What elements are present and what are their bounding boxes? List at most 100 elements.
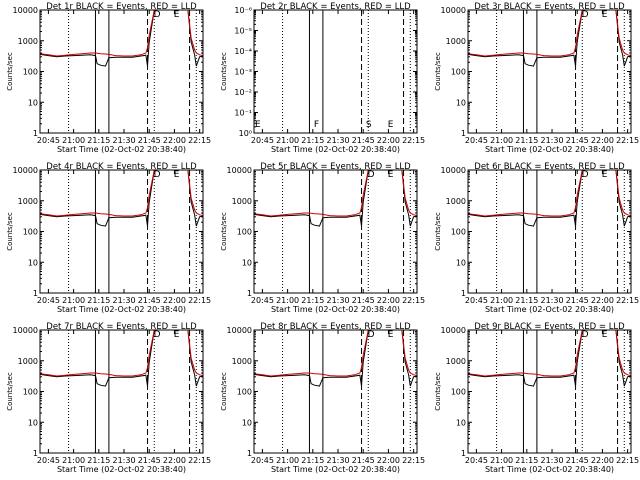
x-tick-label: 21:15 <box>301 456 324 465</box>
y-tick-label: 1000 <box>446 357 466 366</box>
series-lld-line <box>468 170 631 217</box>
y-axis-label: Counts/sec <box>6 52 14 91</box>
x-tick-label: 22:00 <box>377 296 400 305</box>
series-events-line <box>40 170 203 227</box>
y-axis-label: Counts/sec <box>434 212 442 251</box>
plot-frame <box>39 9 204 134</box>
y-tick-label: 1000 <box>18 357 38 366</box>
x-tick-label: 22:00 <box>591 296 614 305</box>
series-lld-line <box>468 10 631 57</box>
series-lld-line <box>468 330 631 377</box>
x-tick-label: 21:00 <box>62 296 85 305</box>
x-tick-label: 21:00 <box>490 456 513 465</box>
x-tick-label: 21:15 <box>301 296 324 305</box>
x-tick-label: 21:45 <box>566 296 589 305</box>
event-marker-label: D <box>368 330 375 340</box>
y-tick-label: 10 <box>28 98 38 107</box>
x-tick-label: 21:30 <box>326 296 349 305</box>
y-tick-label: 1000 <box>18 37 38 46</box>
y-tick-label: 10⁻¹ <box>234 109 252 118</box>
y-axis-label: Counts/sec <box>434 52 442 91</box>
x-tick-label: 21:15 <box>87 296 110 305</box>
x-tick-label: 21:00 <box>62 136 85 145</box>
series-events-line <box>254 330 417 387</box>
y-tick-label: 100 <box>23 388 38 397</box>
y-axis-label: Counts/sec <box>220 372 228 411</box>
y-tick-label: 10⁻² <box>234 88 252 97</box>
event-marker-label: D <box>154 170 161 180</box>
event-marker-label: D <box>582 10 589 20</box>
plot-frame <box>467 169 632 294</box>
x-axis-label: Start Time (02-Oct-02 20:38:40) <box>271 305 400 314</box>
x-tick-label: 21:45 <box>566 456 589 465</box>
x-tick-label: 22:15 <box>402 456 425 465</box>
plot-frame <box>253 329 418 454</box>
y-tick-label: 1 <box>461 289 466 298</box>
x-tick-label: 21:15 <box>515 136 538 145</box>
event-marker-label: E <box>388 120 394 130</box>
x-tick-label: 21:45 <box>138 136 161 145</box>
y-tick-label: 100 <box>237 388 252 397</box>
panel-title: Det 7r BLACK = Events, RED = LLD <box>46 322 197 332</box>
y-tick-label: 10⁻⁴ <box>234 47 252 56</box>
x-tick-label: 21:15 <box>87 456 110 465</box>
y-axis-label: Counts/sec <box>434 372 442 411</box>
x-tick-label: 22:15 <box>616 456 639 465</box>
plot-frame <box>39 329 204 454</box>
y-tick-label: 10 <box>456 258 466 267</box>
y-tick-label: 10⁻⁵ <box>234 27 252 36</box>
series-lld-line <box>254 170 417 217</box>
y-tick-label: 100 <box>23 68 38 77</box>
y-tick-label: 1 <box>33 129 38 138</box>
y-tick-label: 10000 <box>441 326 466 335</box>
x-tick-label: 20:45 <box>251 296 274 305</box>
x-tick-label: 21:00 <box>490 296 513 305</box>
x-axis-label: Start Time (02-Oct-02 20:38:40) <box>57 465 186 474</box>
series-lld-line <box>40 170 203 217</box>
panel-title: Det 1r BLACK = Events, RED = LLD <box>46 2 197 12</box>
event-marker-label: E <box>602 330 608 340</box>
y-axis-label: Counts/sec <box>6 212 14 251</box>
y-tick-label: 100 <box>451 388 466 397</box>
x-tick-label: 21:00 <box>276 136 299 145</box>
x-tick-label: 21:45 <box>352 296 375 305</box>
event-marker-label: E <box>388 170 394 180</box>
x-tick-label: 22:15 <box>402 296 425 305</box>
y-tick-label: 10000 <box>13 166 38 175</box>
event-marker-label: E <box>602 170 608 180</box>
panel-title: Det 6r BLACK = Events, RED = LLD <box>474 162 625 172</box>
x-tick-label: 20:45 <box>37 136 60 145</box>
panel-title: Det 4r BLACK = Events, RED = LLD <box>46 162 197 172</box>
y-tick-label: 10000 <box>441 6 466 15</box>
x-axis-label: Start Time (02-Oct-02 20:38:40) <box>57 305 186 314</box>
x-tick-label: 21:00 <box>276 456 299 465</box>
x-tick-label: 20:45 <box>465 296 488 305</box>
y-axis-label: Counts/sec <box>220 212 228 251</box>
plot-frame <box>467 9 632 134</box>
x-tick-label: 21:30 <box>326 136 349 145</box>
x-axis-label: Start Time (02-Oct-02 20:38:40) <box>271 465 400 474</box>
x-tick-label: 20:45 <box>251 456 274 465</box>
x-tick-label: 21:30 <box>540 296 563 305</box>
series-lld-line <box>40 330 203 377</box>
x-tick-label: 21:15 <box>301 136 324 145</box>
plot-frame <box>467 329 632 454</box>
y-tick-label: 10⁰ <box>239 129 252 138</box>
x-tick-label: 22:00 <box>163 456 186 465</box>
x-tick-label: 22:15 <box>188 136 211 145</box>
x-axis-label: Start Time (02-Oct-02 20:38:40) <box>57 145 186 154</box>
y-tick-label: 10 <box>28 258 38 267</box>
x-tick-label: 21:45 <box>352 136 375 145</box>
y-axis-label: Counts/sec <box>220 52 228 91</box>
series-lld-line <box>40 10 203 57</box>
event-marker-label: E <box>255 120 261 130</box>
event-marker-label: E <box>174 10 180 20</box>
x-tick-label: 21:00 <box>276 296 299 305</box>
plot-frame <box>253 9 418 134</box>
y-tick-label: 100 <box>23 228 38 237</box>
panel-title: Det 3r BLACK = Events, RED = LLD <box>474 2 625 12</box>
